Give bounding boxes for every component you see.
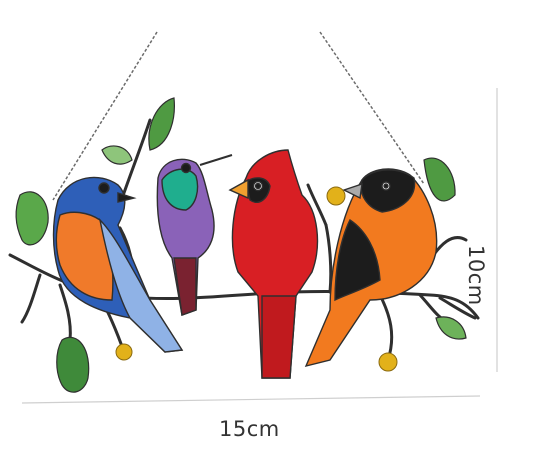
hummingbird [156,154,233,316]
leaf-icon [15,191,49,246]
width-dimension-label: 15cm [219,417,280,441]
oriole [304,168,438,368]
leaves [15,97,467,393]
leaf-icon [423,157,456,202]
cardinal [228,149,319,379]
width-dimension-line [21,395,481,404]
height-dimension-label: 10cm [464,245,488,306]
bluebird [52,176,184,353]
hanging-chain-left [52,31,158,201]
leaf-icon [435,316,467,340]
leaf-icon [101,145,133,165]
leaf-icon [56,336,90,393]
hanging-chain-right [319,31,425,185]
leaf-icon [148,97,175,151]
amber-beads [115,186,398,372]
